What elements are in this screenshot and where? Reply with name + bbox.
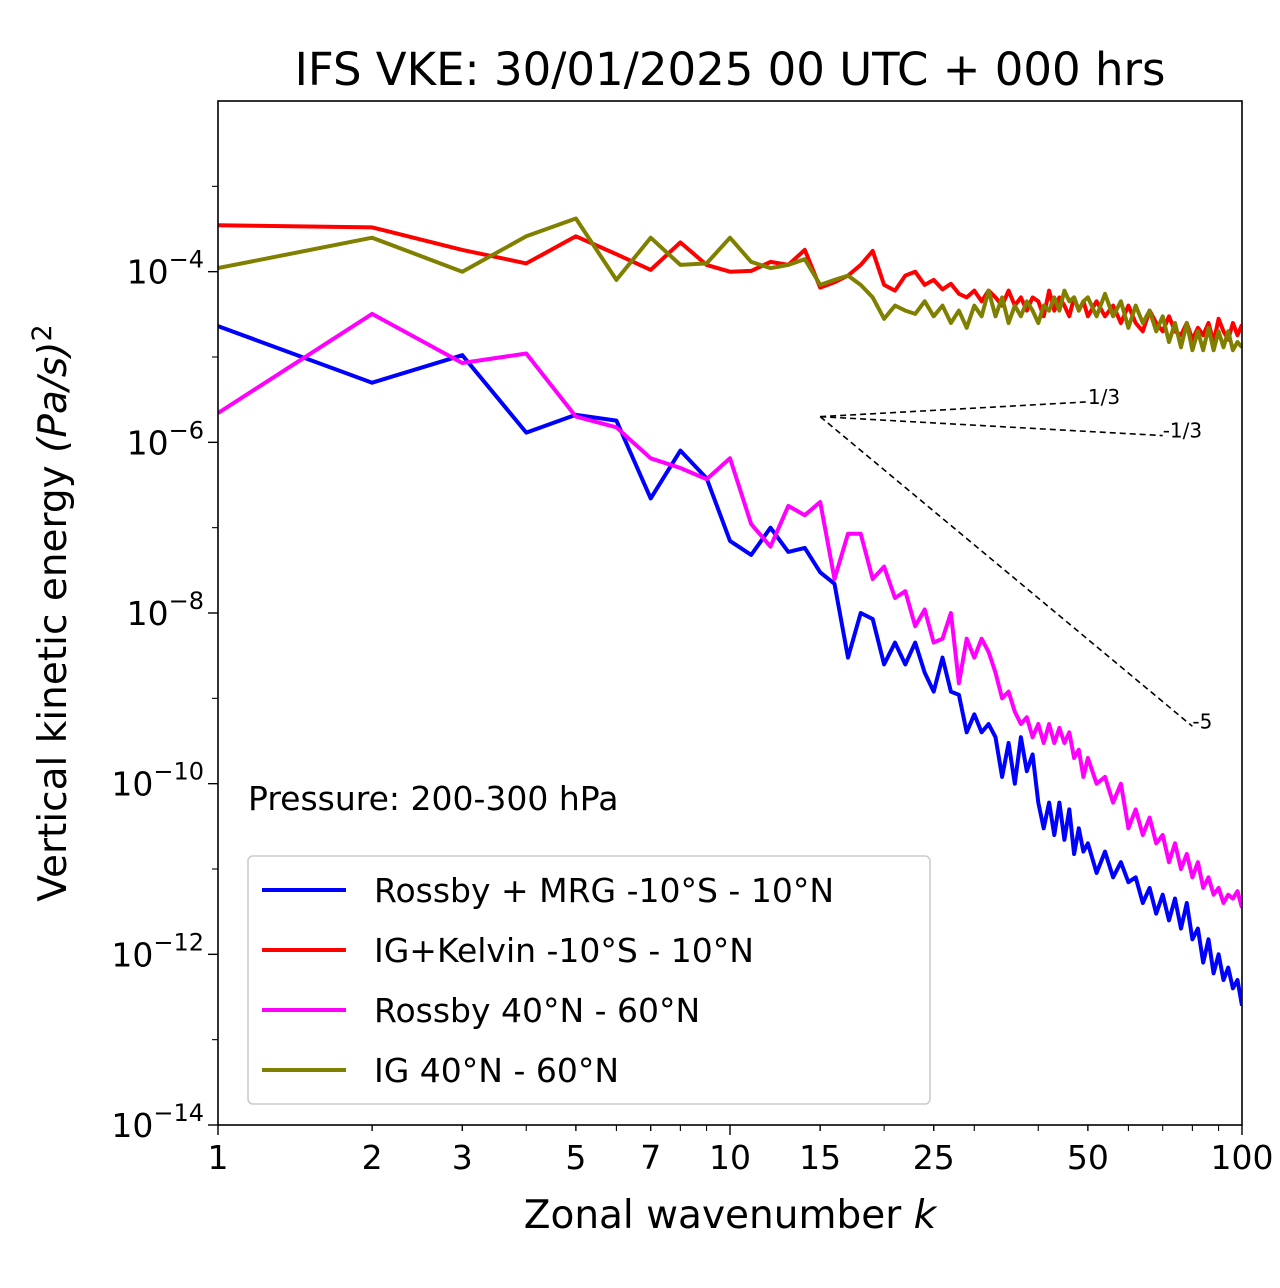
legend-box — [247, 855, 931, 1105]
y-tick-label: 10−10 — [111, 758, 204, 804]
y-axis-label-text: Vertical kinetic energy — [31, 465, 76, 901]
pressure-annotation: Pressure: 200-300 hPa — [248, 779, 618, 818]
reference-slope-line — [819, 416, 1193, 727]
x-axis-label: Zonal wavenumber k — [524, 1193, 938, 1238]
y-axis-label-unit: (Pa/s) — [31, 342, 76, 453]
x-tick-label: 15 — [799, 1138, 841, 1177]
series-line-3 — [218, 216, 1242, 353]
x-tick-label: 7 — [640, 1138, 661, 1177]
x-tick-label: 100 — [1211, 1138, 1274, 1177]
reference-slope-label: 1/3 — [1088, 385, 1120, 409]
y-tick-label: 10−4 — [127, 246, 204, 292]
y-axis: 10−4 10−6 10−8 10−10 10−12 10−14 — [111, 185, 218, 1145]
x-tick-label: 3 — [452, 1138, 473, 1177]
x-axis: 1 2 3 5 7 10 15 25 50 100 — [208, 1125, 1274, 1177]
x-tick-label: 5 — [565, 1138, 586, 1177]
legend-label: Rossby 40°N - 60°N — [374, 991, 700, 1030]
x-tick-label: 25 — [913, 1138, 955, 1177]
reference-slope-line — [820, 401, 1088, 418]
x-tick-label: 10 — [709, 1138, 751, 1177]
x-tick-label: 50 — [1067, 1138, 1109, 1177]
reference-slopes: 1/3 -1/3 -5 — [819, 385, 1212, 733]
reference-slope-label: -1/3 — [1163, 419, 1202, 443]
y-tick-label: 10−6 — [127, 416, 204, 462]
series-line-0 — [218, 324, 1242, 1007]
legend-label: IG 40°N - 60°N — [374, 1051, 619, 1090]
legend-label: Rossby + MRG -10°S - 10°N — [374, 871, 834, 910]
reference-slope-label: -5 — [1192, 709, 1212, 733]
series-lines — [218, 216, 1242, 1007]
x-tick-label: 2 — [362, 1138, 383, 1177]
y-tick-label: 10−8 — [127, 587, 204, 633]
plot-area: 1/3 -1/3 -5 — [218, 216, 1242, 1007]
chart-title: IFS VKE: 30/01/2025 00 UTC + 000 hrs — [295, 43, 1166, 96]
x-axis-label-var: k — [914, 1193, 938, 1238]
reference-slope-line — [820, 415, 1163, 437]
legend-label: IG+Kelvin -10°S - 10°N — [374, 931, 754, 970]
legend: Rossby + MRG -10°S - 10°N IG+Kelvin -10°S… — [247, 855, 931, 1105]
x-axis-label-text: Zonal wavenumber — [524, 1193, 902, 1238]
series-line-1 — [218, 223, 1242, 344]
y-tick-label: 10−12 — [111, 928, 204, 974]
y-axis-label-exp: 2 — [27, 324, 58, 341]
x-tick-label: 1 — [208, 1138, 229, 1177]
series-line-2 — [218, 311, 1242, 909]
y-axis-label: Vertical kinetic energy (Pa/s)2 — [27, 324, 76, 901]
y-tick-label: 10−14 — [111, 1099, 204, 1145]
